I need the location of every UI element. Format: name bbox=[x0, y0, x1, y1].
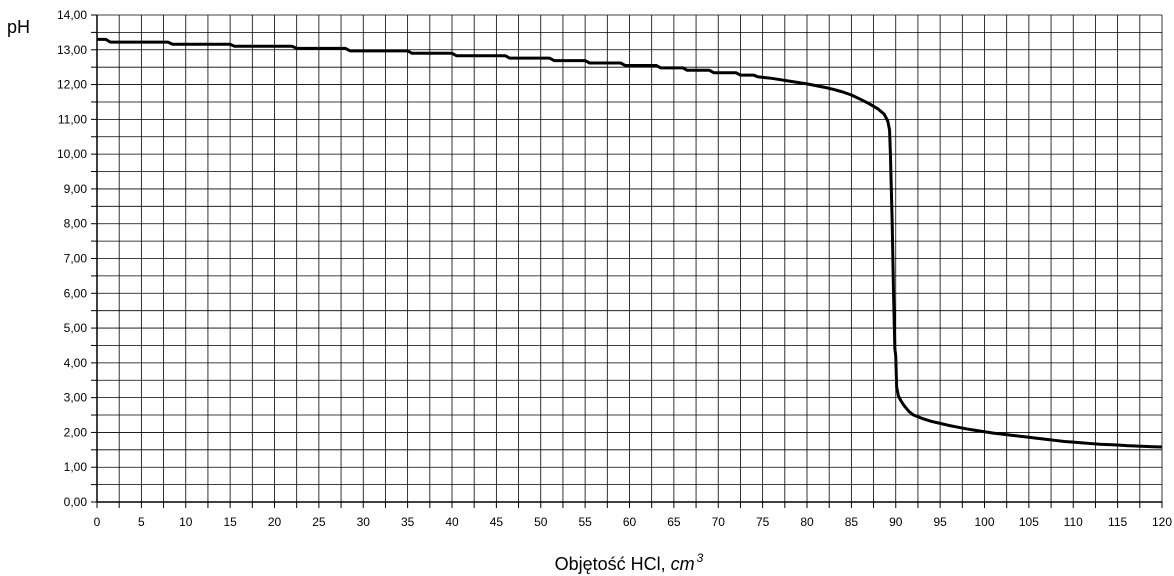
y-tick-label: 8,00 bbox=[64, 217, 88, 231]
y-tick-label: 12,00 bbox=[57, 78, 87, 92]
x-tick-label: 105 bbox=[1019, 515, 1039, 529]
x-tick-label: 65 bbox=[667, 515, 681, 529]
x-tick-label: 95 bbox=[933, 515, 947, 529]
x-tick-label: 75 bbox=[756, 515, 770, 529]
y-tick-label: 1,00 bbox=[64, 460, 88, 474]
y-tick-label: 7,00 bbox=[64, 252, 88, 266]
x-tick-label: 10 bbox=[179, 515, 193, 529]
y-tick-label: 0,00 bbox=[64, 495, 88, 509]
y-tick-label: 10,00 bbox=[57, 147, 87, 161]
x-axis-label-exponent: 3 bbox=[697, 551, 704, 565]
x-tick-label: 35 bbox=[401, 515, 415, 529]
x-tick-label: 115 bbox=[1108, 515, 1127, 529]
x-tick-label: 50 bbox=[534, 515, 548, 529]
y-tick-label: 2,00 bbox=[64, 425, 88, 439]
y-axis-label: pH bbox=[7, 17, 30, 37]
x-tick-label: 25 bbox=[312, 515, 326, 529]
x-tick-label: 45 bbox=[490, 515, 504, 529]
x-tick-label: 20 bbox=[268, 515, 282, 529]
x-tick-label: 110 bbox=[1064, 515, 1083, 529]
x-axis-label: Objętość HCl, cm 3 bbox=[555, 551, 704, 574]
titration-curve bbox=[97, 37, 1163, 449]
x-tick-label: 0 bbox=[94, 515, 101, 529]
grid bbox=[96, 14, 1163, 503]
y-tick-label: 4,00 bbox=[64, 356, 88, 370]
y-tick-labels: 0,00 1,00 2,00 3,00 4,00 5,00 6,00 7,00 8,00 9,00… bbox=[57, 8, 87, 509]
x-tick-label: 15 bbox=[223, 515, 237, 529]
x-tick-label: 100 bbox=[974, 515, 994, 529]
y-tick-label: 5,00 bbox=[64, 321, 88, 335]
x-axis-label-unit: cm bbox=[671, 554, 695, 574]
x-tick-label: 85 bbox=[845, 515, 859, 529]
x-tick-label: 55 bbox=[578, 515, 592, 529]
x-tick-label: 40 bbox=[445, 515, 459, 529]
x-tick-label: 5 bbox=[138, 515, 145, 529]
axis-ticks bbox=[91, 14, 1163, 508]
y-tick-label: 3,00 bbox=[64, 391, 88, 405]
x-tick-label: 70 bbox=[712, 515, 726, 529]
y-tick-label: 11,00 bbox=[58, 112, 87, 126]
y-tick-label: 13,00 bbox=[57, 43, 87, 57]
x-axis-label-text: Objętość HCl, bbox=[555, 554, 671, 574]
x-tick-label: 120 bbox=[1152, 515, 1172, 529]
y-tick-label: 6,00 bbox=[64, 286, 88, 300]
y-tick-label: 9,00 bbox=[64, 182, 88, 196]
y-tick-label: 14,00 bbox=[57, 8, 87, 22]
x-tick-labels: 0 5 10 15 20 25 30 35 40 45 50 55 60 65 70 75 80 85 90 95 10… bbox=[94, 515, 1173, 529]
x-tick-label: 30 bbox=[357, 515, 371, 529]
x-tick-label: 60 bbox=[623, 515, 637, 529]
x-tick-label: 80 bbox=[800, 515, 814, 529]
x-tick-label: 90 bbox=[889, 515, 903, 529]
